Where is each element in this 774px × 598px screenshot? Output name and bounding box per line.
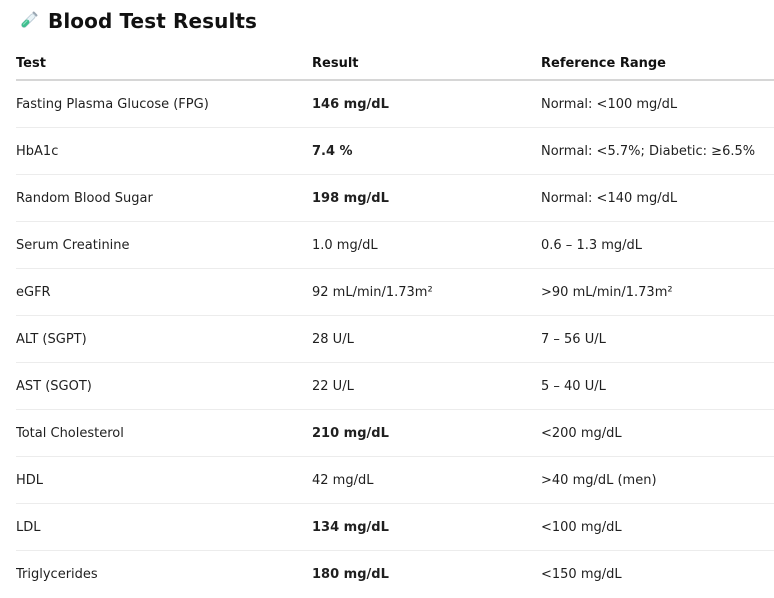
test-name-cell: AST (SGOT)	[16, 362, 312, 410]
table-row: eGFR 92 mL/min/1.73m² >90 mL/min/1.73m²	[16, 268, 774, 316]
column-header-test: Test	[16, 47, 312, 81]
column-header-reference-range: Reference Range	[541, 47, 774, 81]
table-row: LDL 134 mg/dL <100 mg/dL	[16, 503, 774, 551]
reference-range-cell: 0.6 – 1.3 mg/dL	[541, 221, 774, 269]
column-header-result: Result	[312, 47, 541, 81]
test-name-cell: Random Blood Sugar	[16, 174, 312, 222]
test-name-cell: HbA1c	[16, 127, 312, 175]
result-value-cell: 1.0 mg/dL	[312, 221, 541, 269]
result-value-cell: 134 mg/dL	[312, 503, 541, 551]
table-row: Fasting Plasma Glucose (FPG) 146 mg/dL Nor…	[16, 80, 774, 128]
test-name-cell: LDL	[16, 503, 312, 551]
page-title: Blood Test Results	[48, 9, 258, 33]
table-row: HDL 42 mg/dL >40 mg/dL (men)	[16, 456, 774, 504]
reference-range-cell: Normal: <100 mg/dL	[541, 80, 774, 128]
table-row: AST (SGOT) 22 U/L 5 – 40 U/L	[16, 362, 774, 410]
reference-range-cell: <200 mg/dL	[541, 409, 774, 457]
result-value-cell: 210 mg/dL	[312, 409, 541, 457]
reference-range-cell: >40 mg/dL (men)	[541, 456, 774, 504]
table-header-row: Test Result Reference Range	[16, 47, 774, 81]
reference-range-cell: <150 mg/dL	[541, 566, 622, 582]
table-row: Random Blood Sugar 198 mg/dL Normal: <140 …	[16, 174, 774, 222]
reference-range-cell: 5 – 40 U/L	[541, 362, 774, 410]
result-value-cell: 22 U/L	[312, 362, 541, 410]
result-value-cell: 92 mL/min/1.73m²	[312, 268, 541, 316]
table-row: Serum Creatinine 1.0 mg/dL 0.6 – 1.3 mg/dL	[16, 221, 774, 269]
results-table-body: Fasting Plasma Glucose (FPG) 146 mg/dL Nor…	[16, 80, 774, 597]
test-name-cell: Total Cholesterol	[16, 409, 312, 457]
table-row: Total Cholesterol 210 mg/dL <200 mg/dL	[16, 409, 774, 457]
title-row: Blood Test Results	[16, 6, 774, 36]
test-name-cell: Triglycerides	[16, 566, 98, 582]
table-row: Triglycerides 180 mg/dL <150 mg/dL	[16, 551, 774, 598]
table-row: ALT (SGPT) 28 U/L 7 – 56 U/L	[16, 315, 774, 363]
reference-range-cell: >90 mL/min/1.73m²	[541, 268, 774, 316]
result-value-cell: 146 mg/dL	[312, 80, 541, 128]
results-table: Test Result Reference Range Fasting Plas…	[16, 47, 774, 597]
reference-range-cell: Normal: <5.7%; Diabetic: ≥6.5%	[541, 127, 774, 175]
result-value-cell: 180 mg/dL	[312, 566, 389, 582]
result-value-cell: 42 mg/dL	[312, 456, 541, 504]
result-value-cell: 198 mg/dL	[312, 174, 541, 222]
test-name-cell: Fasting Plasma Glucose (FPG)	[16, 80, 312, 128]
table-row: HbA1c 7.4 % Normal: <5.7%; Diabetic: ≥6.5%	[16, 127, 774, 175]
reference-range-cell: <100 mg/dL	[541, 503, 774, 551]
result-value-cell: 7.4 %	[312, 127, 541, 175]
test-tube-icon	[16, 9, 40, 33]
test-name-cell: eGFR	[16, 268, 312, 316]
result-value-cell: 28 U/L	[312, 315, 541, 363]
test-name-cell: Serum Creatinine	[16, 221, 312, 269]
test-name-cell: ALT (SGPT)	[16, 315, 312, 363]
test-name-cell: HDL	[16, 456, 312, 504]
reference-range-cell: 7 – 56 U/L	[541, 315, 774, 363]
reference-range-cell: Normal: <140 mg/dL	[541, 174, 774, 222]
